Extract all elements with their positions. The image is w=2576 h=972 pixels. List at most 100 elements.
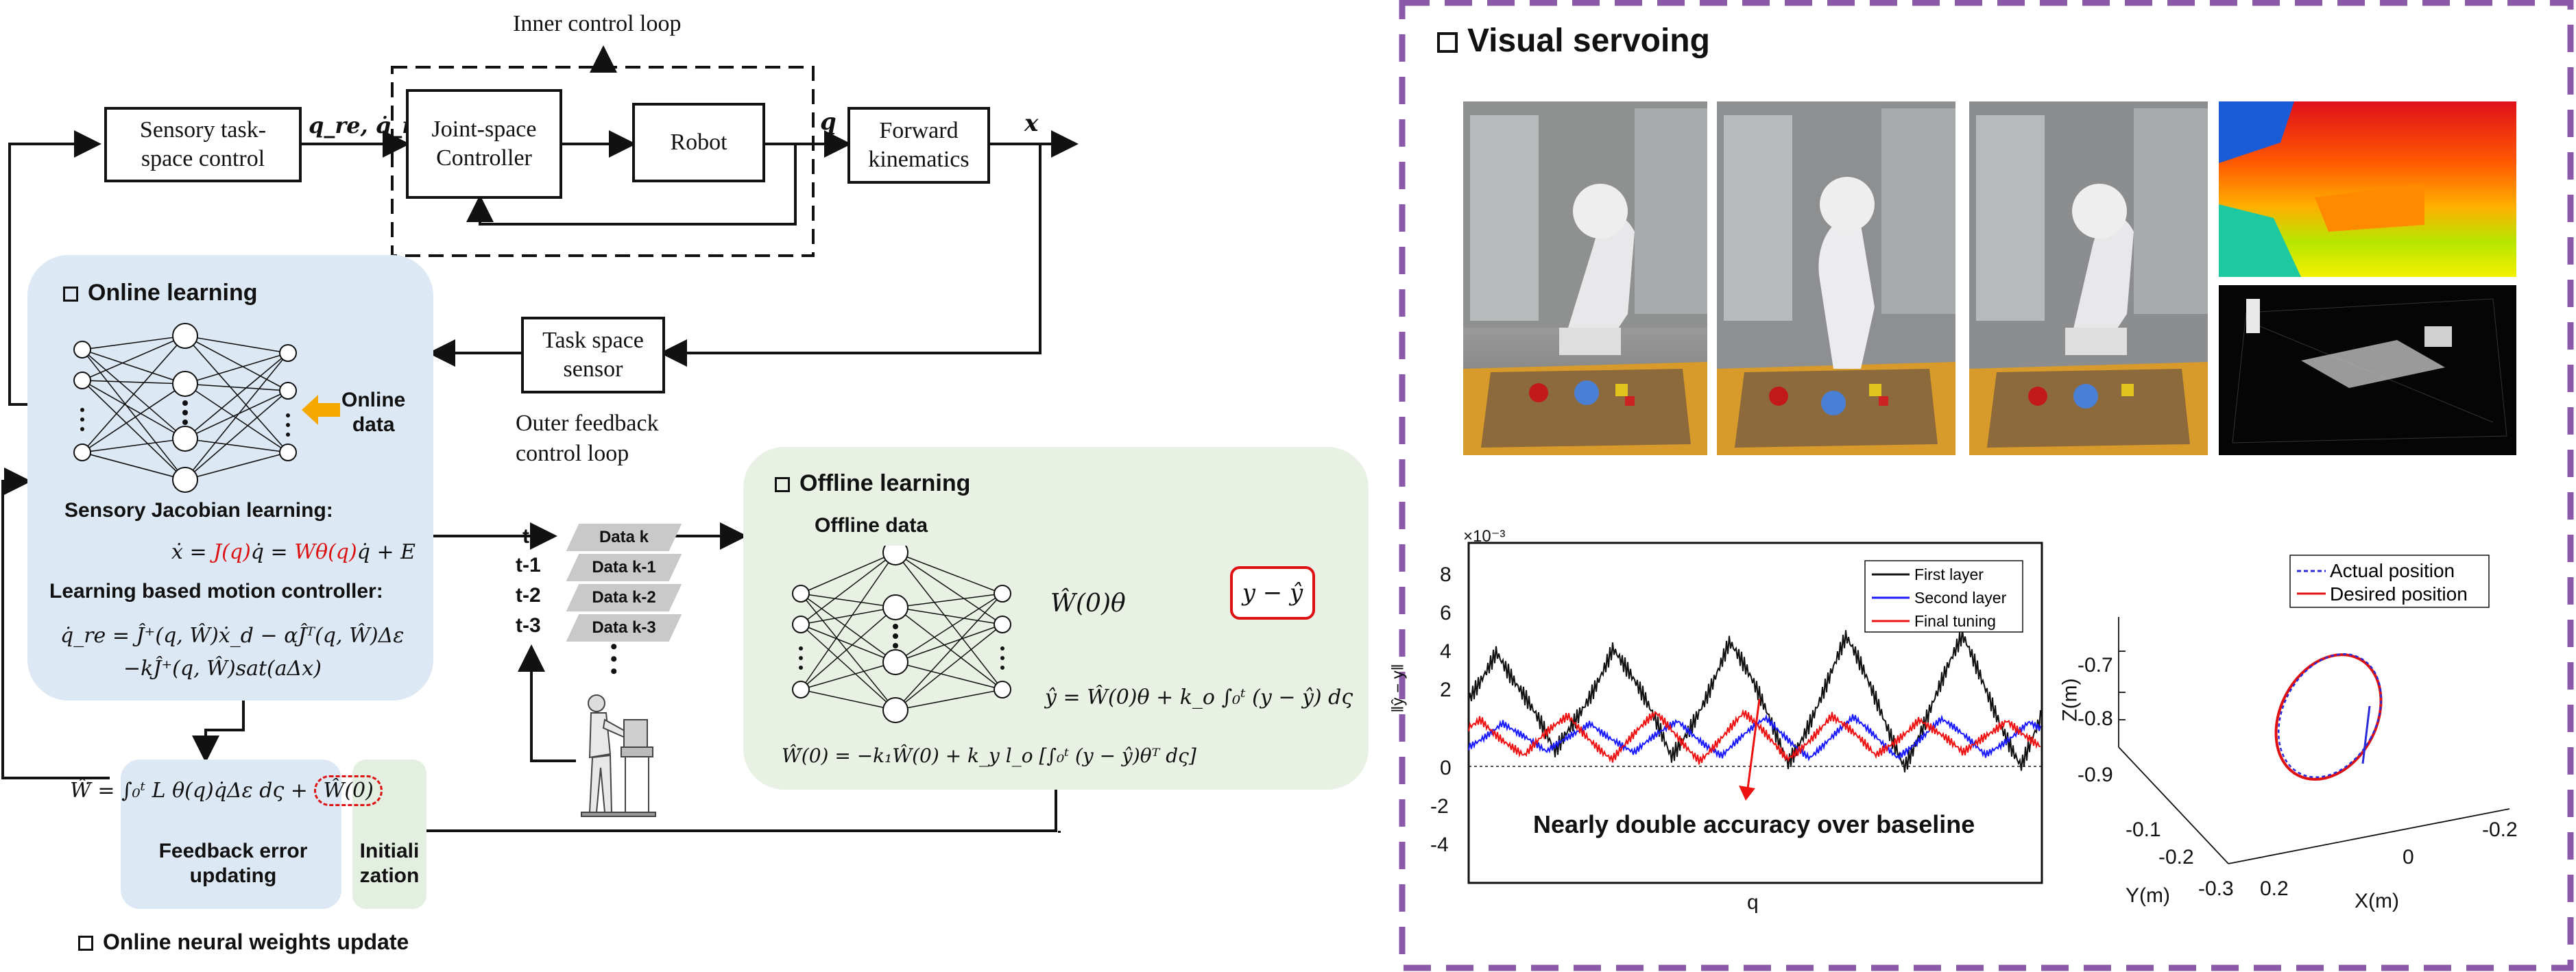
- error-box: y − ŷ: [1230, 566, 1315, 620]
- motion-equation-1: q̇_re = Ĵ⁺(q, Ŵ)ẋ_d − αĴᵀ(q, Ŵ)Δε: [60, 624, 405, 648]
- x-axis-tick-label: -0.2: [2482, 818, 2518, 841]
- offline-data-label: Offline data: [815, 514, 928, 537]
- visual-servoing-title-text: Visual servoing: [1467, 23, 1710, 59]
- offline-learning-title-text: Offline learning: [799, 470, 971, 496]
- data-item: Data k-2: [566, 584, 682, 611]
- data-item: Data k-3: [566, 614, 682, 642]
- robot-box: Robot: [632, 103, 765, 182]
- checkbox-icon: [63, 287, 78, 302]
- jacobian-eq-mid: q̇ =: [250, 540, 295, 564]
- error-chart-xlabel: q: [1747, 891, 1759, 914]
- update-eq-left: Ŵ̇ = ∫₀ᵗ L θ(q)q̇Δε dς +: [70, 779, 315, 803]
- motion-controller-title: Learning based motion controller:: [49, 580, 383, 603]
- feedback-error-panel: [121, 760, 341, 909]
- point-cloud-image: [2219, 285, 2516, 455]
- data-item-label: Data k-2: [592, 588, 656, 607]
- y-tick-label: 4: [1440, 640, 1452, 663]
- visual-servoing-frame: [1399, 0, 2574, 971]
- sensor-box-text: Task space sensor: [542, 327, 644, 382]
- inner-loop-label: Inner control loop: [513, 11, 682, 36]
- data-item-label: Data k-3: [592, 618, 656, 637]
- data-item: Data k-1: [566, 554, 682, 581]
- data-item: Data k: [566, 524, 682, 551]
- y-axis-tick-label: -0.2: [2158, 846, 2194, 868]
- robot-photo-2: [1717, 101, 1955, 455]
- neural-network-icon: [73, 323, 297, 493]
- robot-photo-1: [1463, 101, 1707, 455]
- traj-legend-label: Desired position: [2330, 583, 2468, 605]
- legend-label: Second layer: [1914, 589, 2007, 607]
- depth-map-image: [2219, 101, 2516, 277]
- operator-figure-icon: [581, 694, 656, 817]
- weights-update-title-text: Online neural weights update: [103, 930, 409, 954]
- online-data-label: Online data: [341, 388, 405, 437]
- online-learning-title: Online learning: [63, 280, 257, 306]
- checkbox-icon: [78, 936, 93, 951]
- legend-label: First layer: [1914, 566, 1984, 583]
- joint-space-controller-box: Joint-space Controller: [406, 89, 562, 199]
- w-theta-label: Ŵ(0)θ: [1050, 590, 1126, 618]
- legend-label: Final tuning: [1914, 612, 1996, 630]
- fk-box-text: Forward kinematics: [868, 117, 970, 173]
- y-hat-equation: ŷ = Ŵ(0)θ + k_o ∫₀ᵗ (y − ŷ) dς: [1045, 685, 1353, 709]
- outer-loop-label: Outer feedback control loop: [516, 411, 659, 467]
- y-tick-label: 6: [1440, 602, 1452, 624]
- initialization-panel: [352, 760, 426, 909]
- chart-annotation: Nearly double accuracy over baseline: [1533, 810, 1975, 838]
- x-axis-tick-label: 0.2: [2260, 877, 2289, 900]
- robot-box-text: Robot: [670, 129, 727, 155]
- error-series-line: [1468, 629, 2041, 773]
- time-label: t: [522, 525, 529, 548]
- error-series-line: [1468, 709, 2041, 765]
- update-equation: Ŵ̇ = ∫₀ᵗ L θ(q)q̇Δε dς + Ŵ(0): [70, 775, 383, 806]
- jacobian-eq-w: Wθ(q): [294, 540, 357, 564]
- online-learning-title-text: Online learning: [88, 280, 258, 306]
- jacobian-title: Sensory Jacobian learning:: [64, 499, 333, 522]
- time-label: t-2: [516, 584, 541, 607]
- z-tick-label: -0.7: [2078, 654, 2113, 677]
- y-axis-tick-label: -0.1: [2126, 818, 2161, 841]
- online-data-text: Online data: [341, 389, 406, 436]
- sensory-task-space-box: Sensory task- space control: [104, 107, 302, 182]
- error-chart-legend-box: [1864, 560, 2023, 633]
- weights-update-title: Online neural weights update: [78, 930, 409, 955]
- y-tick-label: 0: [1440, 757, 1452, 779]
- offline-learning-title: Offline learning: [775, 470, 970, 497]
- checkbox-icon: [775, 477, 790, 492]
- y-tick-label: 2: [1440, 679, 1452, 701]
- error-series-line: [1468, 714, 2041, 762]
- robot-photo-3: [1969, 101, 2208, 455]
- desired-trajectory: [2274, 653, 2383, 781]
- actual-trajectory: [2277, 653, 2383, 778]
- orange-arrow-icon: [302, 395, 340, 425]
- visual-servoing-title: Visual servoing: [1437, 22, 1710, 60]
- traj-x-label: X(m): [2355, 890, 2399, 912]
- offline-neural-network-icon: [792, 546, 1011, 723]
- motion-equation-2: −kĴ⁺(q, Ŵ)sat(aΔx): [123, 657, 322, 681]
- x-label: x: [1024, 110, 1039, 137]
- feedback-label: Feedback error updating: [158, 840, 308, 887]
- annotation-arrow: [1746, 698, 1761, 794]
- approach-path: [2361, 705, 2371, 764]
- sensory-box-text: Sensory task- space control: [139, 117, 267, 172]
- update-eq-right: Ŵ(0): [314, 775, 383, 806]
- jacobian-equation: ẋ = J(q)q̇ = Wθ(q)q̇ + E: [171, 540, 416, 564]
- y-axis-tick-label: -0.3: [2198, 877, 2234, 900]
- forward-kinematics-box: Forward kinematics: [847, 107, 990, 184]
- w-dot-equation: Ŵ̇(0) = −k₁Ŵ(0) + k_y l_o [∫₀ᵗ (y − ŷ)θᵀ…: [782, 744, 1196, 767]
- error-chart-ylabel: ‖ŷ − y‖: [1388, 664, 1408, 713]
- annotation-arrow-head: [1739, 786, 1755, 801]
- jacobian-eq-rhs: q̇ + E: [357, 540, 416, 564]
- data-item-label: Data k: [599, 528, 649, 546]
- z-tick-label: -0.8: [2078, 707, 2113, 730]
- online-learning-panel: [27, 255, 433, 701]
- trajectory-chart: Actual position Desired position: [2118, 555, 2510, 864]
- task-space-sensor-box: Task space sensor: [521, 317, 665, 393]
- y-tick-label: 8: [1440, 563, 1452, 586]
- q-label: q: [820, 108, 836, 136]
- initialization-label: Initiali zation: [359, 840, 420, 887]
- data-ellipsis: • • •: [610, 635, 618, 683]
- joint-box-text: Joint-space Controller: [431, 116, 537, 171]
- traj-legend-label: Actual position: [2330, 560, 2455, 581]
- time-label: t-1: [516, 554, 541, 576]
